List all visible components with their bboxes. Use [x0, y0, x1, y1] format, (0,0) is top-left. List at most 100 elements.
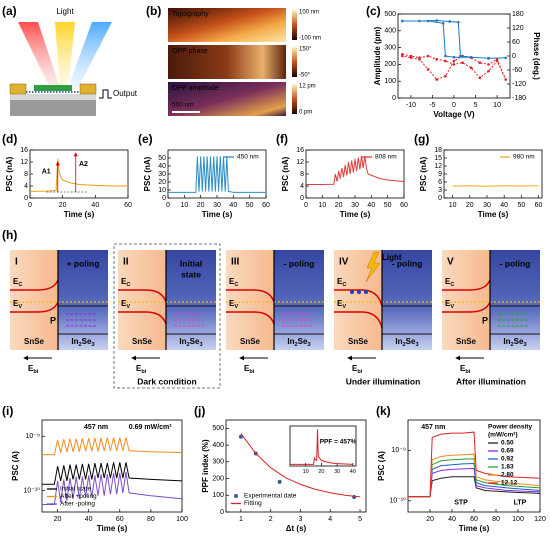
ec-label: EC	[445, 277, 454, 288]
highlight-frame	[113, 243, 221, 389]
region-label: - poling	[284, 258, 315, 268]
data-point	[469, 66, 473, 70]
series-line	[290, 429, 353, 465]
colorbar-label: -100 nm	[299, 36, 321, 42]
legend-label: 980 nm	[513, 154, 535, 161]
ec-label: EC	[229, 277, 238, 288]
panel-label: (i)	[2, 404, 13, 418]
data-point	[352, 494, 357, 499]
x-tick-label: -5	[429, 102, 435, 109]
y-tick-label: 16	[20, 147, 28, 154]
x-axis-label: Time (s)	[64, 210, 95, 219]
x-tick-label: 0	[28, 202, 32, 209]
ec-label: EC	[13, 277, 22, 288]
panel-numeral: I	[15, 257, 18, 268]
subscript: 2	[403, 342, 406, 348]
panel-label: (j)	[194, 404, 205, 418]
data-point	[441, 22, 445, 25]
text-part: In	[503, 337, 510, 346]
x-tick-label: 40	[500, 202, 508, 209]
data-point	[448, 20, 451, 23]
text-part: Se	[298, 337, 308, 346]
x-tick-label: 30	[213, 202, 221, 209]
lightning-icon	[365, 251, 381, 283]
legend-title: (mW/cm²)	[488, 432, 518, 439]
x-axis-label: Time (s)	[459, 524, 490, 533]
channel	[34, 85, 72, 91]
y-tick-label: 20	[158, 179, 166, 186]
in2se3-region	[382, 250, 432, 350]
legend-swatch	[234, 494, 238, 498]
in2se3-label: In2Se3	[503, 337, 526, 348]
subscript: bi	[465, 369, 470, 375]
text-part: E	[460, 364, 466, 373]
data-point	[435, 19, 439, 22]
red-beam	[18, 22, 60, 88]
x-tick-label: 20	[318, 469, 324, 475]
map-label: OPP amplitude	[172, 85, 219, 92]
x-tick-label: 20	[426, 516, 434, 523]
y-tick-label: 10⁻¹⁰	[23, 486, 40, 494]
y2-axis-label: Phase (deg.)	[532, 32, 541, 80]
data-point	[452, 55, 456, 59]
y-tick-label: 18	[434, 147, 442, 154]
amplitude-map	[168, 82, 286, 116]
field-label: Ebi	[460, 364, 471, 375]
ec-label: EC	[337, 277, 346, 288]
subscript: 3	[199, 342, 202, 348]
snse-region	[226, 250, 274, 350]
annotation: 0.69 mW/cm²	[129, 424, 172, 431]
x-tick-label: 1	[239, 516, 243, 523]
electron	[350, 290, 354, 294]
x-tick-label: 0	[452, 102, 456, 109]
y-tick-label: 16	[296, 147, 304, 154]
conduction-band	[10, 279, 59, 291]
polarization-label: P	[50, 315, 56, 325]
snse-label: SnSe	[24, 337, 45, 346]
data-point	[418, 19, 421, 23]
x-tick-label: 10	[493, 102, 501, 109]
y-tick-label: 10⁻¹⁰	[389, 497, 406, 505]
snse-label: SnSe	[348, 337, 369, 346]
plot-frame	[443, 149, 543, 199]
text-part: E	[229, 277, 235, 286]
legend-label: 0.50	[501, 440, 514, 447]
subscript: bi	[249, 369, 254, 375]
in2se3-label: In2Se3	[287, 337, 310, 348]
x-tick-label: 10	[318, 202, 326, 209]
y-axis-label: PSC (nA)	[143, 156, 152, 191]
in2se3-label: In2Se3	[179, 337, 202, 348]
y2-tick-label: -60	[512, 67, 522, 74]
polarization-label: P	[482, 315, 488, 325]
y2-tick-label: -120	[512, 81, 526, 88]
x-tick-label: 20	[197, 202, 205, 209]
legend-label: After -poling	[60, 501, 95, 508]
subscript: 2	[187, 342, 190, 348]
light-label: Light	[56, 7, 74, 16]
series-line	[306, 155, 405, 185]
data-point	[457, 20, 460, 24]
subscript: 2	[79, 342, 82, 348]
yellow-beam	[55, 22, 75, 88]
y2-tick-label: 60	[512, 39, 520, 46]
x-tick-label: 40	[350, 469, 356, 475]
in2se3-label: In2Se3	[395, 337, 418, 348]
subscript: V	[234, 304, 238, 310]
x-tick-label: 50	[246, 202, 254, 209]
region-label: + poling	[67, 258, 100, 268]
data-point	[478, 76, 482, 80]
x-tick-label: 100	[512, 516, 524, 523]
data-point	[426, 68, 430, 71]
data-point	[469, 55, 473, 59]
ev-label: EV	[229, 299, 238, 310]
conduction-band	[334, 289, 383, 307]
x-tick-label: 10	[303, 469, 309, 475]
snse-label: SnSe	[456, 337, 477, 346]
text-part: In	[71, 337, 78, 346]
x-tick-label: 80	[147, 516, 155, 523]
subscript: V	[18, 304, 22, 310]
map-label: Topography	[172, 11, 209, 18]
ec-label: EC	[121, 277, 130, 288]
panel-numeral: V	[447, 257, 454, 268]
